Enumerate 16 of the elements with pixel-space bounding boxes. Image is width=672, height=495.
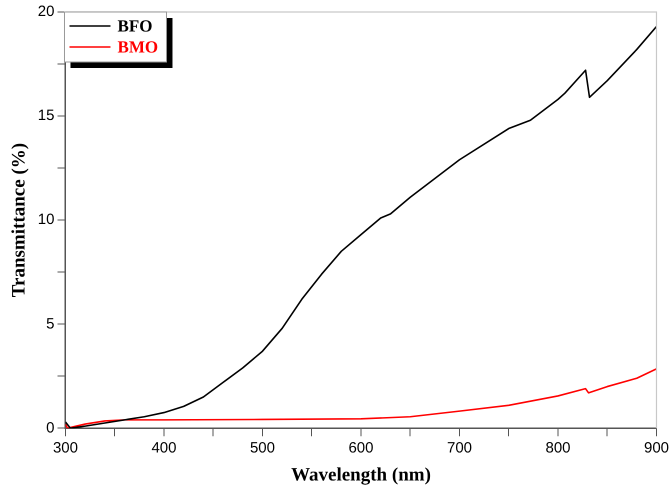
x-tick-label: 300 — [52, 439, 78, 456]
y-tick-label: 5 — [46, 315, 54, 332]
legend-label: BMO — [117, 37, 158, 56]
y-tick-label: 10 — [38, 211, 54, 228]
x-axis-title: Wavelength (nm) — [291, 464, 431, 486]
x-tick-label: 900 — [644, 439, 669, 456]
x-tick-label: 700 — [446, 439, 472, 456]
legend-label: BFO — [117, 16, 152, 36]
y-axis-title: Transmittance (%) — [8, 142, 30, 298]
x-tick-label: 600 — [348, 439, 374, 456]
x-tick-label: 500 — [250, 439, 275, 456]
y-tick-label: 15 — [38, 107, 54, 124]
y-tick-label: 0 — [46, 419, 54, 436]
x-tick-label: 400 — [151, 439, 176, 456]
y-tick-label: 20 — [38, 3, 54, 20]
x-tick-label: 800 — [545, 439, 570, 456]
